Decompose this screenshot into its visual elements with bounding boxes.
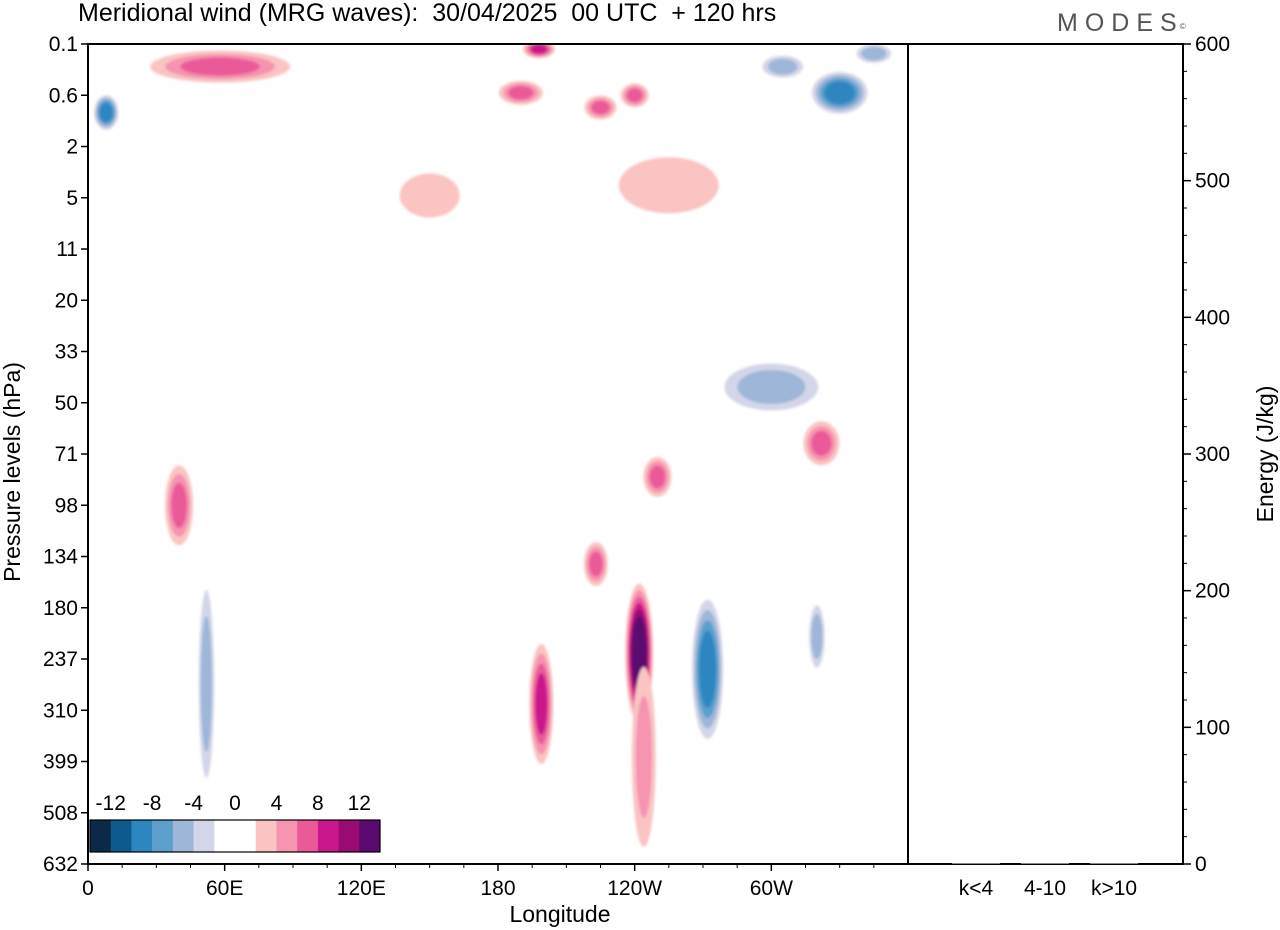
contour-neg-2-6 [768,58,798,75]
contour-pos-19-8 [535,673,548,735]
contour-neg-3-6 [861,46,887,61]
contour-neg-21-6 [200,615,213,752]
contour-pos-23-4 [635,696,652,818]
energy-tick-label: 500 [1195,170,1230,193]
contour-neg-12-2 [166,175,215,212]
brand-logo: MODES© [1057,8,1190,38]
colorbar-label: -8 [143,792,162,815]
colorbar-swatch [317,820,339,852]
colorbar-label: 4 [271,792,283,815]
contour-neg-20-10 [699,630,717,708]
energy-category-label: k>10 [1091,877,1137,900]
contour-pos-10-2 [399,173,460,218]
x-tick-label: 60E [206,877,243,900]
colorbar-swatch [152,820,174,852]
contour-neg-22-6 [811,613,823,660]
colorbar-swatch [193,820,215,852]
colorbar-label: -4 [184,792,203,815]
colorbar-swatch [214,820,236,852]
y-tick-label: 0.6 [49,84,78,107]
y-tick-label: 98 [55,494,78,517]
contour-pos-8-6 [626,88,643,103]
contour-pos-6-6 [508,86,534,100]
colorbar-label: 0 [229,792,241,815]
colorbar-swatch [172,820,194,852]
energy-axis-title: Energy (J/kg) [1252,386,1278,523]
y-tick-label: 632 [43,853,78,876]
energy-tick-label: 300 [1195,443,1230,466]
contour-neg-24-2 [372,593,405,714]
contour-pos-16-6 [171,482,188,528]
colorbar-swatch [276,820,298,852]
energy-category-label: 4-10 [1024,877,1066,900]
energy-bar [1021,863,1069,864]
x-tick-label: 120W [607,877,662,900]
energy-tick-label: 100 [1195,716,1230,739]
x-axis-title: Longitude [509,901,610,927]
energy-bar [1090,863,1138,864]
contour-pos-15-6 [649,465,666,489]
colorbar-frame [89,819,381,853]
energy-panel: 0 100 200 300 400 500 600 Energy (J/kg) k<4 4-10 k… [907,33,1278,900]
contour-blobs [92,44,896,847]
energy-bar [952,863,1000,864]
contour-neg-0-10 [99,102,113,123]
y-tick-label: 310 [43,699,78,722]
y-tick-label: 20 [55,289,78,312]
contour-field [92,44,896,847]
y-tick-label: 2 [66,136,78,159]
contour-neg-1-10 [824,81,856,105]
y-tick-label: 180 [43,597,78,620]
colorbar-swatch [235,820,257,852]
energy-frame [907,43,1184,865]
contour-pos-17-6 [589,551,603,577]
colorbar-label: 12 [348,792,371,815]
energy-tick-label: 400 [1195,306,1230,329]
energy-tick-label: 600 [1195,33,1230,56]
colorbar: -12 -8 -4 0 4 8 12 [89,792,381,853]
energy-tick-label: 200 [1195,580,1230,603]
brand-mark: © [1179,22,1186,31]
y-tick-label: 11 [56,238,78,261]
y-tick-label: 33 [55,341,78,364]
colorbar-swatch [297,820,319,852]
brand-text: MODES [1057,9,1184,37]
colorbar-swatch [338,820,360,852]
y-tick-label: 508 [43,802,78,825]
x-tick-label: 120E [337,877,386,900]
energy-tick-label: 0 [1195,853,1207,876]
contour-pos-7-6 [591,100,610,115]
contour-pos-5-8 [530,44,548,54]
contour-neg-11-2 [321,179,378,232]
colorbar-swatch [131,820,153,852]
y-tick-label: 237 [43,648,78,671]
colorbar-swatch [110,820,132,852]
y-tick-label: 71 [55,443,78,466]
x-tick-label: 0 [82,877,94,900]
colorbar-swatch [359,820,381,852]
energy-category-label: k<4 [959,877,994,900]
axes: 0.1 0.6 2 5 11 20 33 50 71 98 134 180 237 310 399 508 63… [0,33,909,927]
y-tick-label: 399 [43,751,78,774]
y-tick-label: 134 [43,546,78,569]
contour-neg-13-6 [737,370,806,404]
y-tick-label: 5 [66,187,78,210]
x-tick-label: 60W [750,877,793,900]
y-tick-label: 50 [55,392,78,415]
x-tick-label: 180 [480,877,515,900]
y-tick-label: 0.1 [49,33,78,56]
chart-title: Meridional wind (MRG waves): 30/04/2025 … [78,0,777,27]
contour-pos-4-6 [180,57,260,76]
colorbar-label: -12 [96,792,126,815]
contour-pos-14-6 [811,430,832,456]
colorbar-swatch [90,820,112,852]
y-axis-title: Pressure levels (hPa) [0,362,25,582]
colorbar-swatch [255,820,277,852]
contour-pos-9-2 [618,157,719,214]
colorbar-label: 8 [312,792,324,815]
